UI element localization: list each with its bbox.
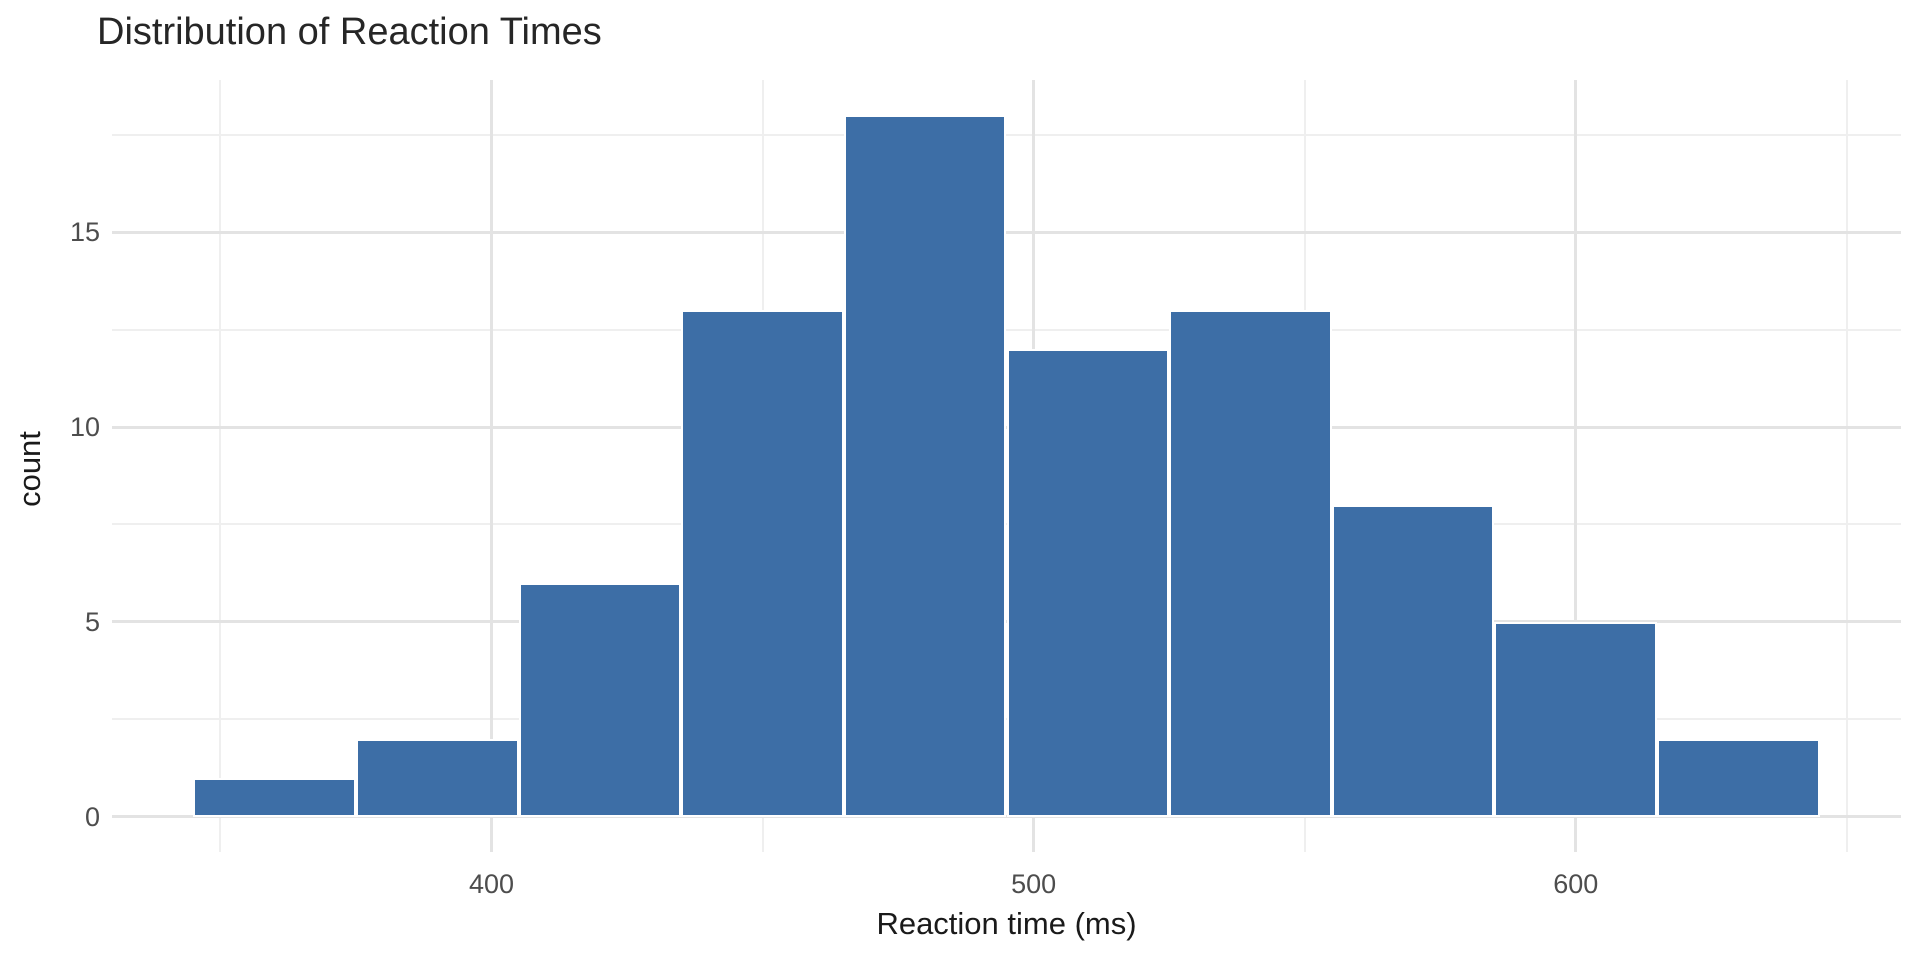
x-minor-gridline xyxy=(1845,80,1848,852)
x-tick-label: 500 xyxy=(1011,869,1057,899)
y-tick-label: 10 xyxy=(69,412,100,442)
chart-title: Distribution of Reaction Times xyxy=(97,11,602,53)
y-major-gridline xyxy=(112,815,1901,819)
y-tick-label: 15 xyxy=(69,217,100,248)
x-major-gridline xyxy=(1574,80,1578,852)
y-tick-label: 5 xyxy=(84,606,100,637)
plot-panel xyxy=(112,80,1901,852)
histogram-bar xyxy=(1169,310,1332,817)
x-major-gridline xyxy=(489,80,493,852)
x-tick-label: 400 xyxy=(468,869,515,899)
y-minor-gridline xyxy=(112,133,1901,136)
x-axis-title: Reaction time (ms) xyxy=(876,906,1137,941)
histogram-bar xyxy=(518,582,682,817)
histogram-bar xyxy=(1657,738,1820,817)
y-major-gridline xyxy=(112,230,1901,234)
histogram-bar xyxy=(681,310,844,817)
histogram-bar xyxy=(1006,349,1170,817)
histogram-bar xyxy=(843,115,1007,817)
histogram-bar xyxy=(355,738,519,817)
y-tick-label: 0 xyxy=(84,801,100,832)
histogram-bar xyxy=(1494,621,1658,817)
x-tick-label: 600 xyxy=(1553,869,1599,899)
y-minor-gridline xyxy=(112,328,1901,331)
histogram-bar xyxy=(1331,504,1495,817)
histogram-bar xyxy=(193,777,356,817)
x-minor-gridline xyxy=(219,80,222,852)
